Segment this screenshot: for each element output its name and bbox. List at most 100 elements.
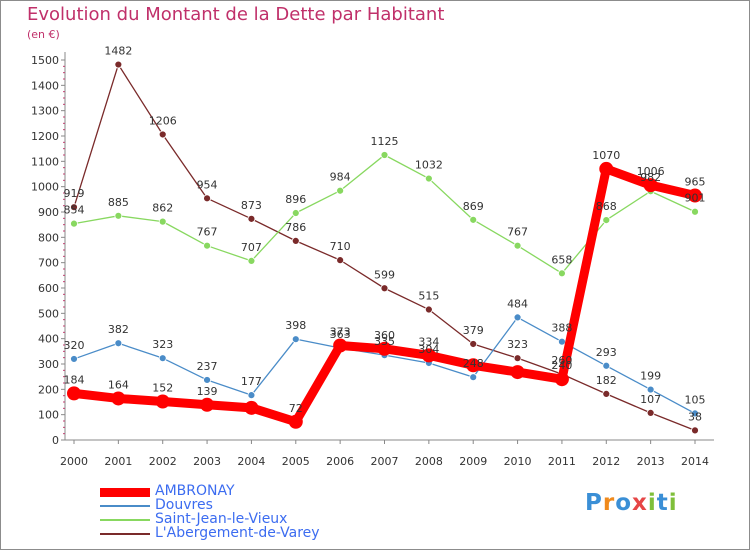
x-tick-label: 2007 — [371, 455, 399, 468]
data-point — [424, 305, 433, 314]
x-tick-label: 2002 — [149, 455, 177, 468]
y-tick-label: 1000 — [31, 181, 59, 194]
data-point — [602, 216, 611, 225]
y-tick-label: 300 — [38, 358, 59, 371]
data-point — [288, 414, 303, 429]
data-point — [691, 409, 699, 418]
data-label: 1032 — [415, 159, 443, 172]
data-label: 335 — [374, 335, 395, 348]
data-label: 199 — [640, 370, 661, 383]
data-label: 786 — [285, 221, 306, 234]
data-point — [602, 389, 611, 398]
data-point — [558, 337, 566, 346]
legend-label: Saint-Jean-le-Vieux — [155, 511, 288, 527]
data-label: 107 — [640, 393, 661, 406]
data-label: 248 — [463, 357, 484, 370]
data-point — [336, 256, 345, 265]
x-tick-label: 2011 — [548, 455, 576, 468]
legend-label: Douvres — [155, 497, 213, 513]
y-tick-label: 400 — [38, 333, 59, 346]
x-tick-label: 2001 — [104, 455, 132, 468]
data-label: 484 — [507, 297, 528, 310]
data-point — [558, 269, 566, 278]
data-label: 38 — [688, 410, 702, 423]
data-point — [377, 341, 392, 356]
data-point — [333, 338, 348, 353]
data-label: 304 — [418, 343, 439, 356]
data-point — [513, 354, 522, 363]
x-tick-label: 2004 — [237, 455, 265, 468]
data-label: 237 — [197, 360, 218, 373]
x-tick-label: 2003 — [193, 455, 221, 468]
y-tick-label: 1500 — [31, 54, 59, 67]
data-point — [203, 376, 211, 384]
proxiti-logo: Proxiti — [585, 490, 678, 516]
data-label: 1070 — [592, 149, 620, 162]
legend-swatch — [100, 487, 150, 497]
data-point — [513, 241, 522, 250]
y-tick-label: 600 — [38, 282, 59, 295]
data-label: 869 — [463, 200, 484, 213]
data-point — [203, 241, 211, 250]
data-label: 901 — [685, 192, 706, 205]
data-label: 984 — [330, 171, 351, 184]
logo-letter: x — [632, 490, 648, 516]
data-label: 373 — [330, 326, 351, 339]
data-label: 177 — [241, 375, 262, 388]
logo-letter: P — [585, 490, 603, 516]
data-point — [244, 400, 259, 415]
data-label: 398 — [285, 319, 306, 332]
data-label: 152 — [152, 381, 173, 394]
data-point — [158, 130, 167, 139]
data-label: 767 — [507, 226, 528, 239]
data-point — [291, 209, 300, 217]
data-point — [691, 426, 699, 435]
y-tick-label: 1100 — [31, 155, 59, 168]
data-label: 767 — [197, 226, 218, 239]
data-point — [424, 174, 433, 183]
data-point — [602, 361, 611, 370]
logo-letter: i — [668, 490, 678, 516]
data-point — [70, 203, 78, 212]
y-tick-label: 500 — [38, 307, 59, 320]
y-tick-label: 1200 — [31, 130, 59, 143]
logo-letter: t — [656, 490, 669, 516]
data-label: 363 — [330, 328, 351, 341]
unit-label: (en €) — [27, 28, 60, 41]
data-point — [691, 207, 699, 216]
data-label: 1125 — [371, 135, 399, 148]
data-label: 388 — [551, 322, 572, 335]
data-label: 515 — [418, 290, 439, 303]
legend-swatch — [100, 533, 150, 535]
data-point — [247, 214, 256, 223]
data-point — [114, 60, 123, 69]
y-tick-label: 800 — [38, 231, 59, 244]
y-tick-label: 1300 — [31, 105, 59, 118]
data-label: 323 — [152, 338, 173, 351]
data-label: 868 — [596, 200, 617, 213]
data-point — [114, 211, 123, 220]
data-point — [70, 355, 78, 363]
data-point — [469, 373, 478, 382]
y-tick-label: 100 — [38, 409, 59, 422]
chart-title: Evolution du Montant de la Dette par Hab… — [27, 4, 445, 25]
data-point — [111, 391, 126, 406]
data-point — [247, 391, 256, 400]
data-label: 707 — [241, 241, 262, 254]
data-point — [513, 313, 522, 322]
data-label: 240 — [551, 359, 572, 372]
data-label: 965 — [685, 176, 706, 189]
logo-letter: i — [647, 490, 657, 516]
data-label: 954 — [197, 178, 218, 191]
data-label: 710 — [330, 240, 351, 253]
data-point — [469, 215, 478, 224]
data-label: 873 — [241, 199, 262, 212]
data-point — [67, 386, 81, 401]
data-point — [421, 348, 436, 363]
data-label: 382 — [108, 323, 129, 336]
data-label: 658 — [551, 253, 572, 266]
data-point — [380, 151, 389, 159]
data-label: 379 — [463, 324, 484, 337]
